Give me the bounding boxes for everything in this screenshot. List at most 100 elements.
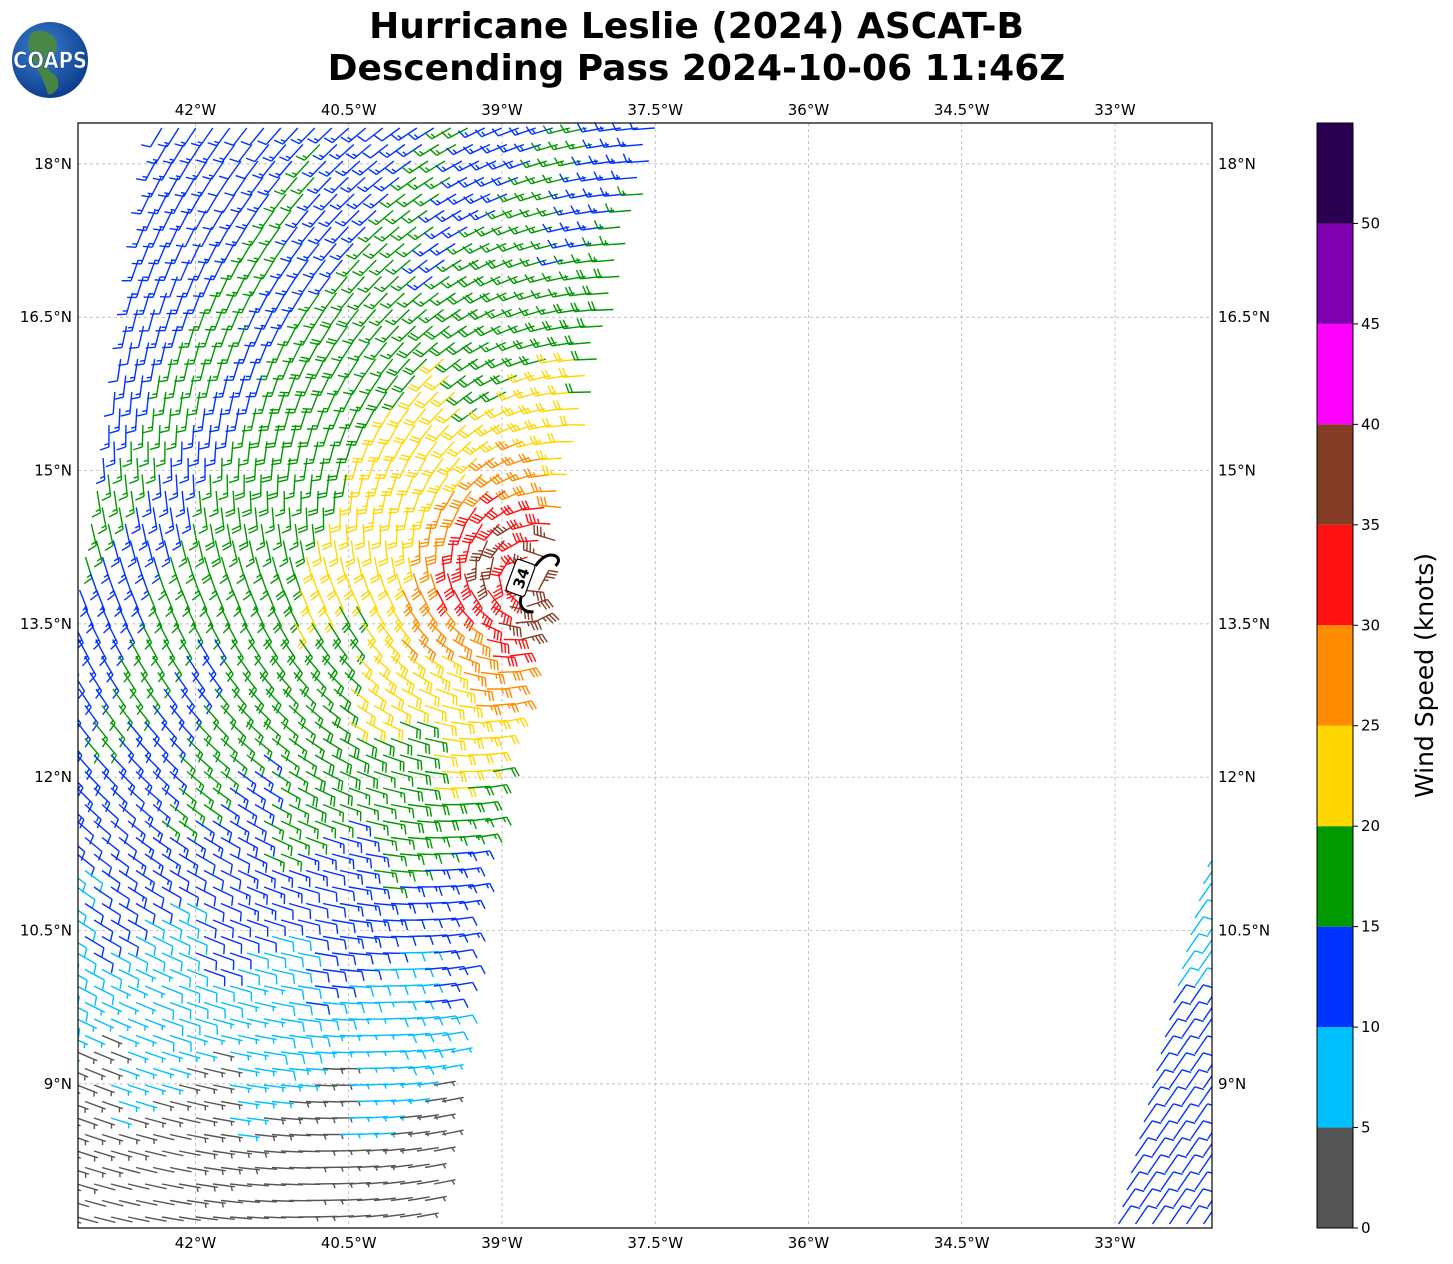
wind-barb [373, 803, 397, 820]
wind-barb [365, 853, 390, 868]
wind-barb [172, 441, 183, 467]
wind-barb [462, 242, 490, 254]
wind-barb [161, 919, 183, 940]
wind-barb [384, 209, 411, 225]
wind-barb [474, 226, 502, 237]
wind-barb [280, 754, 300, 777]
wind-barb [282, 589, 293, 618]
wind-barb [101, 1133, 124, 1145]
wind-barb [390, 803, 415, 819]
wind-barb [552, 303, 580, 314]
wind-barb [384, 160, 412, 175]
wind-barb [379, 622, 394, 649]
lon-tick-label-bottom: 33°W [1094, 1234, 1136, 1252]
wind-barb [252, 210, 275, 230]
wind-barb [346, 193, 372, 210]
wind-barb [381, 391, 405, 411]
wind-barb [162, 325, 179, 349]
wind-barb [263, 721, 282, 746]
wind-barb [273, 177, 298, 196]
wind-barb [331, 886, 356, 902]
wind-barb [412, 341, 439, 358]
wind-barb [362, 242, 388, 260]
wind-barb [1211, 1052, 1212, 1054]
wind-barb [373, 127, 401, 142]
wind-barb [148, 507, 158, 535]
wind-barb [268, 210, 292, 229]
wind-barb [331, 1084, 355, 1091]
wind-barb [237, 655, 252, 683]
wind-barb [144, 787, 163, 812]
axis-ticks: 42°W 42°W 40.5°W 40.5°W 39°W 39°W 37.5°W 37.5°W… [20, 101, 1270, 1252]
wind-barb [502, 160, 531, 170]
wind-barb [356, 836, 380, 853]
wind-barb [542, 223, 570, 233]
wind-barb [530, 289, 558, 300]
wind-barb [352, 309, 377, 327]
wind-barb [93, 1117, 116, 1129]
wind-barb [461, 341, 489, 354]
wind-barb [564, 383, 591, 394]
wind-barb [418, 160, 446, 174]
wind-barb [84, 1100, 106, 1113]
wind-barb [108, 358, 122, 384]
wind-barb [520, 633, 548, 645]
wind-barb [424, 127, 452, 140]
wind-barb [382, 820, 407, 835]
wind-barb [271, 935, 295, 952]
wind-barb [248, 507, 259, 534]
wind-barb [231, 688, 247, 715]
wind-barb [280, 721, 299, 746]
wind-barb [305, 1100, 329, 1108]
wind-barb [205, 441, 217, 467]
wind-barb [178, 1051, 201, 1062]
wind-barb [314, 985, 340, 999]
wind-barb [203, 391, 218, 416]
wind-barb [275, 276, 297, 296]
wind-barb [161, 1084, 184, 1095]
wind-barb [363, 507, 375, 533]
wind-barb [271, 1067, 297, 1081]
wind-barb [306, 177, 332, 195]
wind-barb [78, 749, 83, 764]
wind-barb [524, 322, 552, 333]
wind-barb [214, 589, 225, 618]
wind-barb [254, 309, 275, 330]
wind-barb [271, 770, 292, 793]
wind-barb [378, 242, 405, 259]
wind-barb [197, 688, 213, 715]
wind-barb [462, 143, 491, 155]
wind-barb [423, 176, 451, 190]
wind-barb [386, 358, 411, 377]
wind-barb [179, 144, 202, 164]
wind-barb [60, 854, 77, 877]
wind-barb [363, 342, 388, 361]
wind-barb [237, 770, 257, 794]
wind-barb [594, 123, 621, 132]
wind-barb [280, 985, 305, 1000]
wind-barb [329, 193, 355, 211]
wind-barb [263, 193, 287, 213]
wind-barb [329, 243, 354, 261]
wind-barb [351, 160, 378, 176]
wind-barb [401, 259, 428, 274]
wind-barb [473, 275, 501, 287]
wind-barb [390, 869, 416, 882]
colorbar-tick-label: 20 [1361, 817, 1380, 835]
wind-barb [212, 787, 232, 811]
wind-barb [587, 252, 615, 263]
wind-barb [496, 292, 524, 302]
wind-barb [401, 308, 427, 325]
wind-barb [472, 374, 501, 387]
wind-barb [352, 259, 377, 277]
wind-barb [476, 573, 488, 601]
wind-barb [237, 968, 261, 986]
wind-barb [322, 606, 334, 634]
wind-barb [535, 353, 563, 364]
wind-barb [211, 325, 230, 348]
wind-barb [384, 308, 410, 326]
wind-barb [313, 424, 331, 447]
wind-barb [281, 507, 292, 534]
wind-barb [501, 209, 530, 219]
wind-barb [60, 788, 75, 812]
